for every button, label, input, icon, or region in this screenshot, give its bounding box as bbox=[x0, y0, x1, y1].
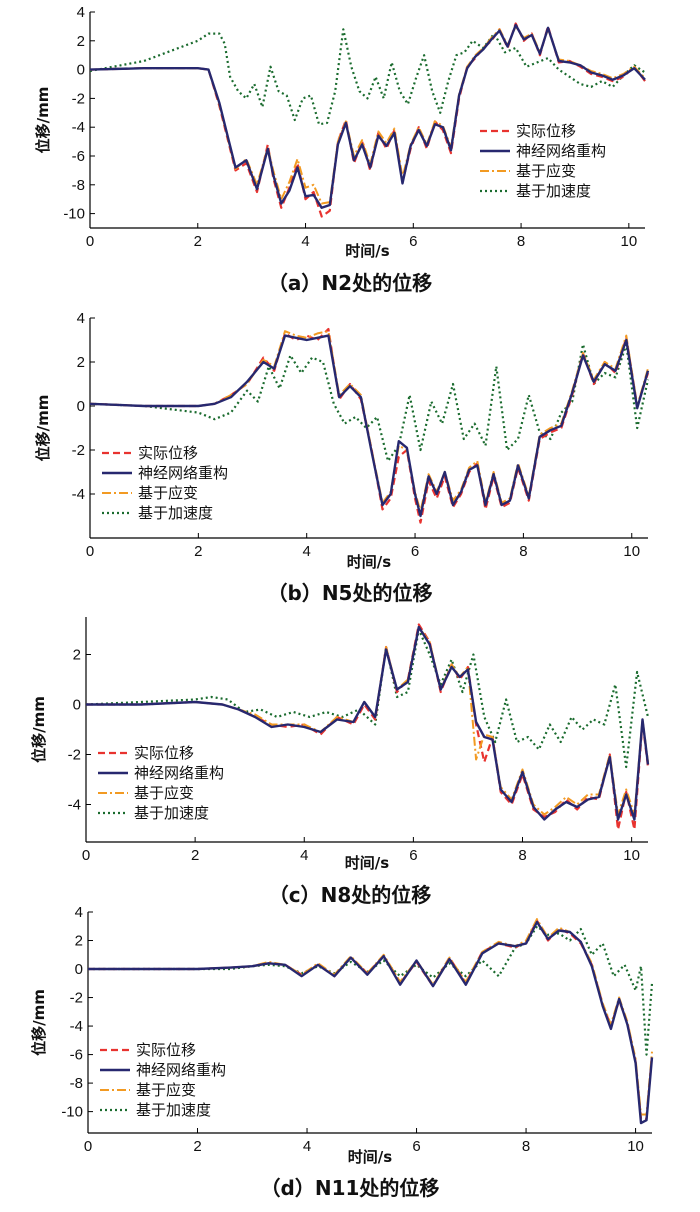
y-axis-title: 位移/mm bbox=[30, 989, 48, 1056]
y-tick-label: 0 bbox=[77, 398, 85, 415]
y-tick-label: 4 bbox=[77, 310, 85, 327]
legend-label-2: 神经网络重构 bbox=[516, 142, 606, 160]
legend-label-4: 基于加速度 bbox=[516, 182, 591, 200]
x-tick-label: 2 bbox=[194, 233, 202, 250]
legend-label-4: 基于加速度 bbox=[136, 1101, 211, 1119]
series-line-4 bbox=[90, 28, 646, 126]
legend-label-3: 基于应变 bbox=[516, 162, 576, 180]
y-tick-label: -4 bbox=[72, 119, 85, 136]
chart-panel-1: 0 2 4 6 8 10 -10 -8 -6 -4 -2 0 2 4 时间/s 位移/mm 实际位移神经网络重构… bbox=[34, 4, 646, 295]
x-tick-label: 10 bbox=[623, 543, 640, 560]
x-axis-title: 时间/s bbox=[347, 553, 391, 571]
x-tick-label: 6 bbox=[409, 847, 417, 864]
x-tick-label: 2 bbox=[194, 543, 202, 560]
y-tick-label: 4 bbox=[77, 4, 85, 21]
y-tick-label: -4 bbox=[72, 486, 85, 503]
y-tick-label: -2 bbox=[68, 747, 81, 764]
panel-caption: （d）N11处的位移 bbox=[261, 1176, 440, 1200]
y-tick-label: 2 bbox=[77, 33, 85, 50]
x-tick-label: 8 bbox=[518, 847, 526, 864]
x-tick-label: 4 bbox=[301, 233, 309, 250]
x-tick-label: 0 bbox=[86, 543, 94, 560]
series-line-4 bbox=[90, 343, 650, 463]
y-tick-label: -4 bbox=[70, 1018, 83, 1035]
x-axis-title: 时间/s bbox=[348, 1148, 392, 1166]
y-tick-label: 4 bbox=[75, 904, 83, 921]
y-tick-label: -8 bbox=[72, 177, 85, 194]
y-axis-title: 位移/mm bbox=[34, 395, 52, 462]
legend-label-1: 实际位移 bbox=[516, 122, 576, 140]
y-tick-label: -10 bbox=[63, 206, 85, 223]
y-tick-label: -8 bbox=[70, 1075, 83, 1092]
y-tick-label: 0 bbox=[73, 697, 81, 714]
y-tick-label: 0 bbox=[75, 961, 83, 978]
x-tick-label: 8 bbox=[522, 1138, 530, 1155]
y-tick-label: -2 bbox=[72, 442, 85, 459]
legend-label-3: 基于应变 bbox=[138, 484, 198, 502]
legend-label-2: 神经网络重构 bbox=[138, 464, 228, 482]
x-tick-label: 10 bbox=[620, 233, 637, 250]
x-tick-label: 8 bbox=[519, 543, 527, 560]
chart-panel-3: 0 2 4 6 8 10 -4 -2 0 2 时间/s 位移/mm 实际位移神经网络重构基于应变基于加速… bbox=[30, 617, 650, 907]
legend-label-1: 实际位移 bbox=[138, 444, 198, 462]
x-tick-label: 10 bbox=[623, 847, 640, 864]
x-tick-label: 0 bbox=[84, 1138, 92, 1155]
series-line-4 bbox=[88, 925, 654, 1056]
chart-panel-2: 0 2 4 6 8 10 -4 -2 0 2 4 时间/s 位移/mm 实际位移神经网络重构基于应变基于加… bbox=[34, 310, 650, 605]
series-line-2 bbox=[90, 334, 650, 518]
x-tick-label: 4 bbox=[303, 543, 311, 560]
panel-caption: （c）N8处的位移 bbox=[269, 883, 432, 907]
y-tick-label: -10 bbox=[61, 1104, 83, 1121]
x-tick-label: 4 bbox=[300, 847, 308, 864]
x-tick-label: 8 bbox=[517, 233, 525, 250]
x-tick-label: 2 bbox=[193, 1138, 201, 1155]
x-axis-title: 时间/s bbox=[345, 854, 389, 872]
y-tick-label: -2 bbox=[70, 990, 83, 1007]
x-tick-label: 6 bbox=[412, 1138, 420, 1155]
panel-caption: （a）N2处的位移 bbox=[268, 271, 432, 295]
chart-panel-4: 0 2 4 6 8 10 -10 -8 -6 -4 -2 0 2 4 时间/s 位移/mm 实际位移神经网络重构… bbox=[30, 904, 654, 1200]
legend-label-1: 实际位移 bbox=[136, 1041, 196, 1059]
x-axis-title: 时间/s bbox=[345, 242, 389, 260]
series-line-2 bbox=[86, 625, 650, 821]
legend-label-3: 基于应变 bbox=[136, 1081, 196, 1099]
y-tick-label: 0 bbox=[77, 62, 85, 79]
y-axis-title: 位移/mm bbox=[30, 696, 48, 763]
x-tick-label: 2 bbox=[191, 847, 199, 864]
x-tick-label: 0 bbox=[86, 233, 94, 250]
x-tick-label: 6 bbox=[409, 233, 417, 250]
legend-label-4: 基于加速度 bbox=[134, 804, 209, 822]
y-tick-label: -4 bbox=[68, 797, 81, 814]
x-tick-label: 6 bbox=[411, 543, 419, 560]
legend-label-3: 基于应变 bbox=[134, 784, 194, 802]
series-line-2 bbox=[90, 23, 646, 209]
x-tick-label: 10 bbox=[627, 1138, 644, 1155]
y-tick-label: -6 bbox=[72, 148, 85, 165]
legend-label-2: 神经网络重构 bbox=[134, 764, 224, 782]
legend-label-1: 实际位移 bbox=[134, 744, 194, 762]
y-tick-label: -2 bbox=[72, 90, 85, 107]
y-tick-label: 2 bbox=[73, 647, 81, 664]
y-tick-label: -6 bbox=[70, 1047, 83, 1064]
x-tick-label: 4 bbox=[303, 1138, 311, 1155]
y-tick-label: 2 bbox=[77, 354, 85, 371]
panel-caption: （b）N5处的位移 bbox=[268, 581, 433, 605]
legend-label-2: 神经网络重构 bbox=[136, 1061, 226, 1079]
x-tick-label: 0 bbox=[82, 847, 90, 864]
y-axis-title: 位移/mm bbox=[34, 87, 52, 154]
legend-label-4: 基于加速度 bbox=[138, 504, 213, 522]
y-tick-label: 2 bbox=[75, 933, 83, 950]
series-line-2 bbox=[88, 920, 654, 1125]
